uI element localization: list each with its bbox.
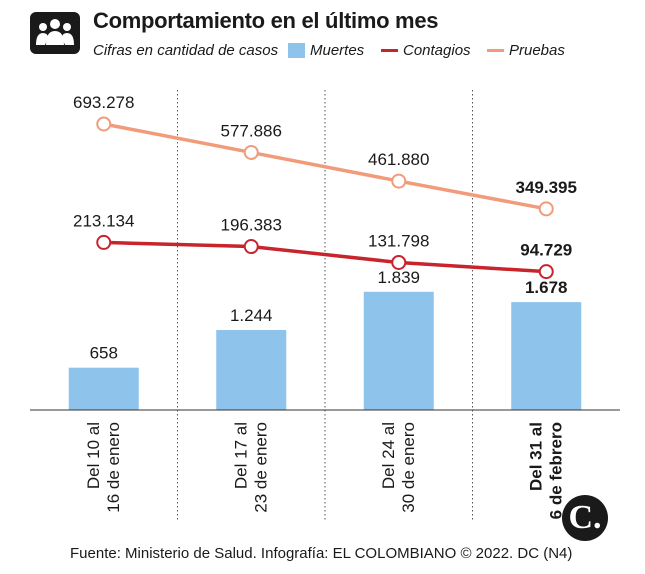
point-tests (96, 116, 112, 132)
source-note: Fuente: Ministerio de Salud. Infografía:… (70, 545, 573, 562)
chart-title: Comportamiento en el último mes (93, 8, 439, 33)
x-tick-label-line: Del 10 al (84, 422, 103, 489)
bar-label-deaths: 1.839 (377, 268, 420, 287)
legend-item-tests: Pruebas (487, 42, 565, 59)
legend-label-deaths: Muertes (310, 42, 365, 59)
legend-swatch-cases (381, 49, 398, 52)
point-label-tests: 693.278 (73, 93, 134, 112)
legend-label-tests: Pruebas (509, 42, 565, 59)
x-tick-label: Del 24 al 30 de enero (379, 422, 418, 513)
point-label-cases: 131.798 (368, 231, 429, 250)
point-label-cases: 94.729 (520, 241, 572, 260)
point-label-cases: 196.383 (221, 216, 282, 235)
x-tick-label-line: Del 31 al (526, 422, 545, 491)
x-tick-label: Del 10 al 16 de enero (84, 422, 123, 513)
point-label-tests: 349.395 (516, 178, 577, 197)
chart-header: Comportamiento en el último mes Cifras e… (0, 0, 645, 70)
point-tests (538, 201, 554, 217)
point-cases (96, 234, 112, 250)
bar-label-deaths: 1.244 (230, 306, 273, 325)
legend-swatch-deaths (288, 43, 305, 58)
x-tick-label-line: 30 de enero (399, 422, 418, 513)
el-colombiano-logo: C. (562, 495, 608, 541)
point-tests (243, 144, 259, 160)
x-tick-label-line: 23 de enero (251, 422, 270, 513)
chart-subtitle: Cifras en cantidad de casos (93, 42, 279, 59)
line-cases (103, 240, 547, 274)
x-tick-label-line: 6 de febrero (546, 422, 565, 519)
point-cases (391, 254, 407, 270)
bar-label-deaths: 658 (90, 344, 118, 363)
x-tick-label: Del 17 al 23 de enero (231, 422, 270, 513)
bar-label-deaths: 1.678 (525, 278, 568, 297)
bar-deaths (216, 330, 287, 410)
people-group-icon (30, 12, 80, 54)
point-label-tests: 577.886 (221, 121, 282, 140)
x-tick-label: Del 31 al 6 de febrero (526, 422, 565, 519)
point-cases (243, 239, 259, 255)
x-tick-label-line: Del 17 al (231, 422, 250, 489)
point-tests (391, 173, 407, 189)
line-tests (103, 122, 547, 211)
point-label-tests: 461.880 (368, 150, 429, 169)
point-cases (538, 264, 554, 280)
x-tick-label-line: 16 de enero (104, 422, 123, 513)
legend-swatch-tests (487, 49, 504, 52)
bar-deaths (68, 367, 139, 410)
legend-item-deaths: Muertes (288, 42, 364, 59)
bar-deaths (511, 302, 582, 410)
point-label-cases: 213.134 (73, 211, 134, 230)
x-tick-label-line: Del 24 al (379, 422, 398, 489)
legend-label-cases: Contagios (403, 42, 471, 59)
bar-deaths (363, 291, 434, 410)
legend-item-cases: Contagios (381, 42, 471, 59)
